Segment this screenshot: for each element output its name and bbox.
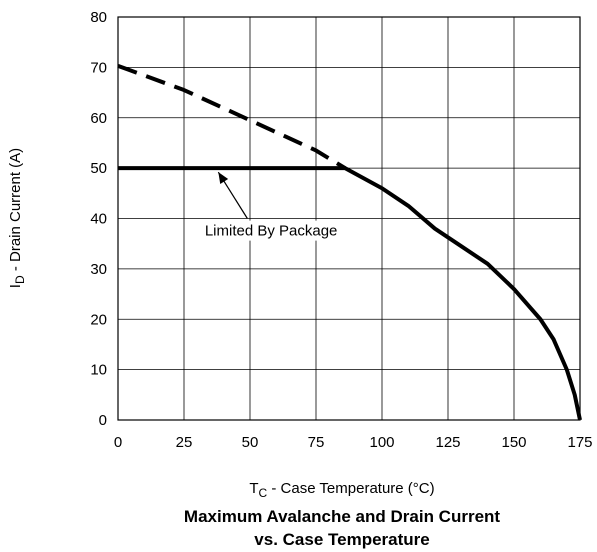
y-tick-label-1: 10 bbox=[90, 362, 107, 379]
annotation-label: Limited By Package bbox=[205, 223, 338, 240]
y-tick-labels: 0 10 20 30 40 50 60 70 80 bbox=[90, 9, 107, 429]
x-tick-label-6: 150 bbox=[501, 434, 526, 451]
x-axis-label-rest: - Case Temperature (°C) bbox=[267, 480, 434, 497]
series-line-dashed bbox=[117, 63, 347, 170]
series-layer bbox=[117, 63, 582, 421]
chart-title-line-1: Maximum Avalanche and Drain Current bbox=[184, 507, 500, 526]
x-tick-label-2: 50 bbox=[242, 434, 259, 451]
x-tick-labels: 0 25 50 75 100 125 150 175 bbox=[114, 434, 593, 451]
annotation-arrowhead bbox=[218, 172, 229, 185]
x-tick-label-7: 175 bbox=[567, 434, 592, 451]
x-tick-label-4: 100 bbox=[369, 434, 394, 451]
y-tick-label-7: 70 bbox=[90, 59, 107, 76]
y-tick-label-3: 30 bbox=[90, 261, 107, 278]
annotation-layer: Limited By Package bbox=[185, 171, 358, 241]
grid-lines bbox=[117, 16, 581, 421]
x-tick-label-3: 75 bbox=[308, 434, 325, 451]
y-tick-label-0: 0 bbox=[99, 412, 107, 429]
chart-title-line-2: vs. Case Temperature bbox=[254, 530, 429, 549]
x-axis-label: TC - Case Temperature (°C) bbox=[249, 480, 434, 500]
series-line-solid bbox=[118, 166, 582, 421]
y-axis-label-rest: - Drain Current (A) bbox=[7, 148, 24, 276]
y-axis-label-main: I bbox=[7, 284, 24, 288]
y-tick-label-4: 40 bbox=[90, 211, 107, 228]
plot-frame bbox=[117, 16, 581, 421]
x-tick-label-5: 125 bbox=[435, 434, 460, 451]
y-tick-label-8: 80 bbox=[90, 9, 107, 26]
annotation-label-background bbox=[185, 220, 358, 241]
x-axis-label-sub: C bbox=[259, 486, 268, 500]
y-tick-label-6: 60 bbox=[90, 110, 107, 127]
x-tick-label-1: 25 bbox=[176, 434, 193, 451]
y-tick-label-2: 20 bbox=[90, 311, 107, 328]
x-axis-label-main: T bbox=[249, 480, 258, 497]
y-tick-label-5: 50 bbox=[90, 160, 107, 177]
y-axis-label-sub: D bbox=[13, 275, 27, 284]
x-tick-label-0: 0 bbox=[114, 434, 122, 451]
y-axis-label: ID - Drain Current (A) bbox=[7, 148, 27, 288]
